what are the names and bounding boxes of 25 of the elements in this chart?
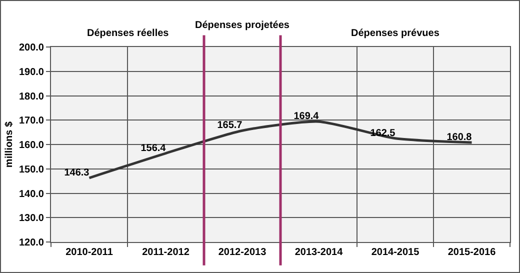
y-tick-label: 120.0: [18, 238, 44, 248]
x-tick-label: 2013-2014: [294, 247, 344, 258]
y-tick-label: 160.0: [18, 140, 44, 151]
y-tick-label: 150.0: [18, 164, 44, 176]
line-series: [88, 120, 473, 180]
text: Dépenses prévues: [351, 28, 440, 39]
data-label: 165.7: [217, 120, 243, 132]
x-tick-label: 2014-2015: [371, 247, 420, 258]
data-label: 160.8: [446, 132, 472, 144]
x-tick-label: 2012-2013: [218, 247, 267, 258]
data-label: 156.4: [140, 142, 166, 154]
x-tick-label: 2011-2012: [142, 247, 190, 258]
y-tick-label: 130.0: [18, 213, 44, 224]
y-tick-label: 190.0: [18, 66, 44, 78]
data-label: 146.3: [64, 167, 90, 178]
text: Dépenses réelles: [87, 28, 170, 39]
y-tick-label: 140.0: [18, 188, 44, 200]
x-tick-label: 2010-2011: [66, 247, 114, 258]
y-tick-label: 170.0: [18, 116, 44, 127]
data-label: 169.4: [294, 111, 320, 122]
x-tick-label: 2015-2016: [448, 247, 496, 258]
y-axis-title: millions $: [4, 121, 15, 168]
y-tick-label: 180.0: [18, 91, 44, 102]
text: Dépenses projetées: [195, 20, 290, 31]
y-tick-label: 200.0: [18, 42, 44, 54]
